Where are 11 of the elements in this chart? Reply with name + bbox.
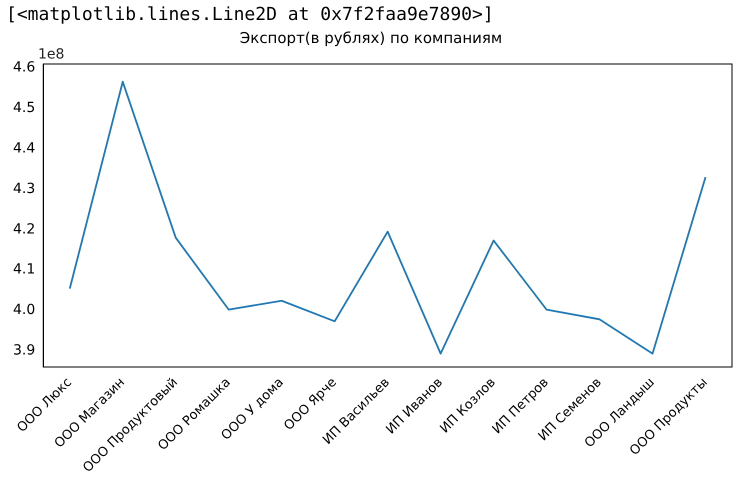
y-tick-label: 4.4 bbox=[13, 140, 36, 156]
y-tick-label: 4.3 bbox=[13, 180, 36, 197]
y-tick-label: 4.2 bbox=[13, 221, 36, 238]
y-tick-label: 4.0 bbox=[13, 302, 36, 318]
text: [<matplotlib.lines.Line2D at 0x7f2faa9e7890>] bbox=[5, 3, 495, 27]
y-tick-label: 4.5 bbox=[13, 100, 36, 116]
chart-title: Экспорт(в рублях) по компаниям bbox=[240, 28, 502, 47]
y-tick-label: 4.6 bbox=[13, 60, 36, 76]
y-tick-label: 4.1 bbox=[13, 262, 36, 278]
text: 1e8 bbox=[38, 46, 64, 63]
y-tick-label: 3.9 bbox=[13, 342, 36, 358]
